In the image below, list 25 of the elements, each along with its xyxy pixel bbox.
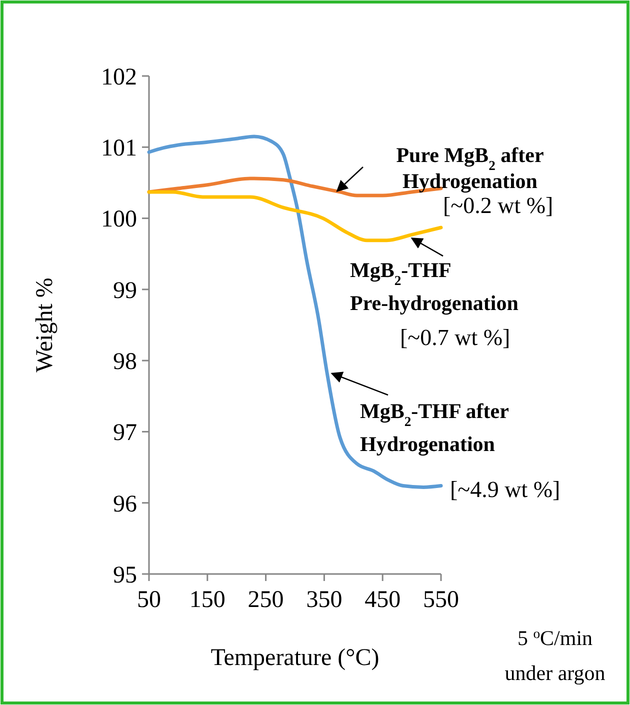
x-tick-label: 250 <box>248 587 284 613</box>
y-tick-label: 96 <box>113 491 137 518</box>
annotation: [~0.7 wt %] <box>400 325 510 350</box>
x-tick-label: 50 <box>137 587 161 613</box>
y-tick-label: 101 <box>101 136 137 162</box>
y-tick-label: 98 <box>113 348 137 375</box>
text: 5 $^{o}$C/min <box>517 626 594 650</box>
annotation: Pre-hydrogenation <box>350 291 519 315</box>
x-tick-label: 450 <box>364 587 401 613</box>
annotation: MgB$_{2}$-THF after <box>360 399 509 428</box>
annotation: Hydrogenation <box>360 432 496 456</box>
text: [~0.2 wt %] <box>443 193 554 218</box>
x-axis-title: Temperature (°C) <box>210 645 380 671</box>
y-axis-title: Weight % <box>32 278 58 372</box>
y-tick-label: 97 <box>113 420 137 446</box>
x-tick-label: 550 <box>423 587 459 613</box>
x-tick-label: 150 <box>189 587 226 613</box>
annotation: MgB$_{2}$-THF <box>350 258 452 288</box>
text: [~4.9 wt %] <box>450 477 560 502</box>
y-tick-label: 100 <box>101 206 137 233</box>
y-tick-label: 95 <box>113 562 137 588</box>
y-tick-label: 102 <box>101 64 137 90</box>
y-tick-label: 99 <box>113 278 137 304</box>
text: under argon <box>504 661 606 685</box>
x-tick-label: 350 <box>306 587 342 613</box>
